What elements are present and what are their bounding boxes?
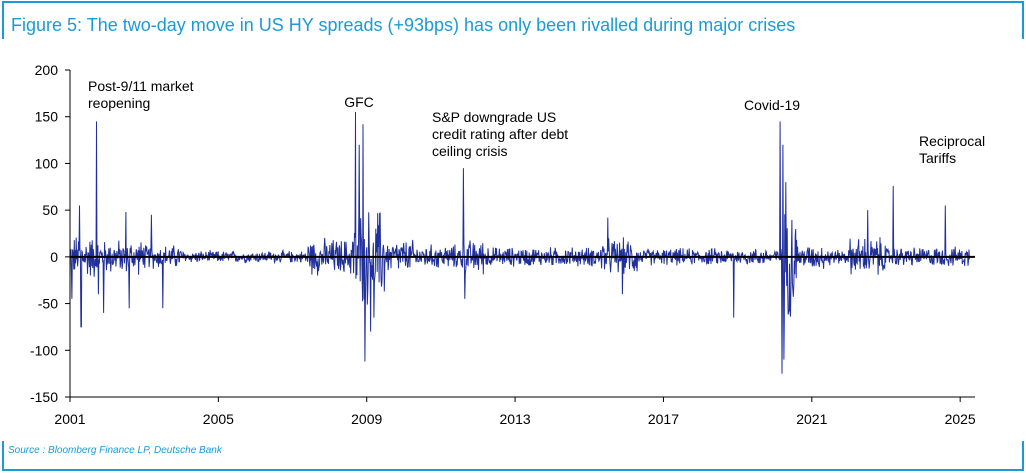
y-tick-label: 0 xyxy=(50,249,58,265)
y-tick-label: -100 xyxy=(30,342,58,358)
annotation-label: Post-9/11 market reopening xyxy=(88,78,194,111)
annotations: Post-9/11 market reopening GFC S&P downgrad… xyxy=(88,78,985,166)
x-tick-label: 2001 xyxy=(54,411,85,427)
tick-labels: 200 150 100 50 0 -50 -100 -150 2001 2005 2009 2013 2… xyxy=(30,62,976,427)
series-line xyxy=(69,111,970,374)
annotation-label: S&P downgrade US credit rating after debt… xyxy=(432,109,568,159)
annotation-label: Reciprocal Tariffs xyxy=(919,133,985,166)
axes xyxy=(69,70,975,398)
x-tick-label: 2017 xyxy=(648,411,679,427)
source-frame xyxy=(2,441,1024,471)
y-tick-label: 50 xyxy=(42,202,58,218)
chart-title: Figure 5: The two-day move in US HY spre… xyxy=(11,15,796,35)
x-tick-label: 2021 xyxy=(796,411,827,427)
chart-canvas: 200 150 100 50 0 -50 -100 -150 2001 2005 2009 2013 2… xyxy=(30,62,985,427)
y-tick-label: -50 xyxy=(38,296,58,312)
x-tick-label: 2005 xyxy=(203,411,234,427)
x-tick-label: 2025 xyxy=(945,411,976,427)
y-tick-label: -150 xyxy=(30,389,58,405)
x-tick-label: 2013 xyxy=(500,411,531,427)
y-tick-label: 150 xyxy=(35,109,59,125)
y-tick-label: 100 xyxy=(35,155,59,171)
source-note: Source : Bloomberg Finance LP, Deutsche … xyxy=(8,445,222,456)
title-frame xyxy=(2,1,1024,39)
hy-spread-series xyxy=(69,111,970,374)
annotation-label: Covid-19 xyxy=(744,97,800,113)
x-tick-label: 2009 xyxy=(351,411,382,427)
annotation-label: GFC xyxy=(344,94,374,110)
y-tick-label: 200 xyxy=(35,62,59,78)
